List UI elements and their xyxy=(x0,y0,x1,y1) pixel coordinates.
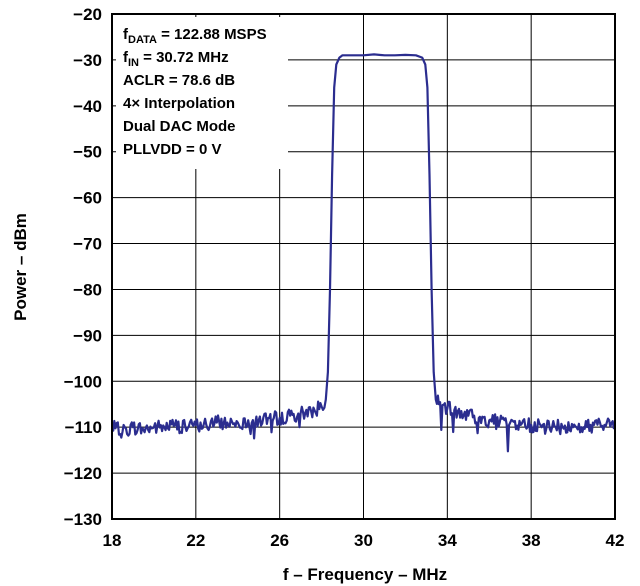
y-tick-label: −50 xyxy=(73,143,102,162)
plot-frame xyxy=(111,13,616,520)
y-tick-label: −30 xyxy=(73,51,102,70)
x-tick-labels: 18 22 26 30 34 38 42 xyxy=(103,531,625,550)
y-tick-label: −90 xyxy=(73,326,102,345)
series-line-0 xyxy=(110,53,617,453)
x-tick-label: 18 xyxy=(103,531,122,550)
y-tick-label: −80 xyxy=(73,280,102,299)
y-tick-label: −100 xyxy=(64,372,102,391)
y-tick-label: −120 xyxy=(64,464,102,483)
x-tick-label: 34 xyxy=(438,531,457,550)
x-tick-label: 22 xyxy=(186,531,205,550)
annotation-line: 4× Interpolation xyxy=(123,95,235,112)
annotation-bg xyxy=(116,17,288,169)
y-tick-label: −60 xyxy=(73,189,102,208)
x-axis-title: f – Frequency – MHz xyxy=(283,565,447,584)
y-tick-label: −110 xyxy=(65,418,102,437)
y-tick-label: −70 xyxy=(73,235,102,254)
annotation-line: Dual DAC Mode xyxy=(123,118,236,135)
annotation-line: ACLR = 78.6 dB xyxy=(123,72,235,89)
y-axis-title: Power – dBm xyxy=(11,213,30,321)
x-tick-label: 38 xyxy=(522,531,541,550)
annotation-line: fIN = 30.72 MHz xyxy=(123,49,229,69)
y-tick-label: −40 xyxy=(73,97,102,116)
x-tick-label: 26 xyxy=(270,531,289,550)
x-tick-label: 30 xyxy=(354,531,373,550)
y-tick-label: −20 xyxy=(73,5,102,24)
series-layer xyxy=(110,53,617,453)
y-tick-label: −130 xyxy=(64,510,102,529)
y-tick-labels: −20 −30 −40 −50 −60 −70 −80 −90 −100 −110 −120 −130 xyxy=(64,5,102,529)
annotation-line: PLLVDD = 0 V xyxy=(123,141,222,158)
x-tick-label: 42 xyxy=(606,531,625,550)
annotation-line: fDATA = 122.88 MSPS xyxy=(123,26,267,46)
annotation-box: fDATA = 122.88 MSPS fIN = 30.72 MHz ACLR =… xyxy=(116,17,288,169)
